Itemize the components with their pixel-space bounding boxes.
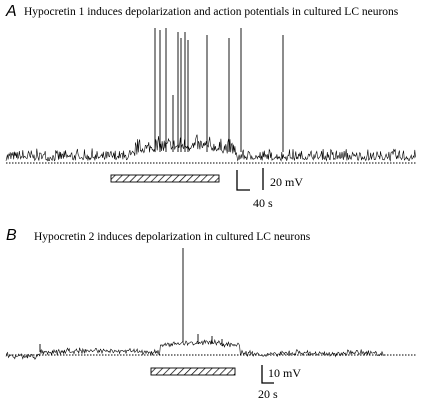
panel-title-a: Hypocretin 1 induces depolarization and … — [24, 6, 399, 18]
scale-time-label-a: 40 s — [253, 196, 273, 210]
membrane-potential-trace-b — [5, 338, 384, 360]
membrane-potential-trace-a — [5, 134, 416, 162]
scale-bar-a — [236, 170, 250, 191]
panel-label-b: B — [6, 227, 17, 244]
voltage-trace-a — [5, 28, 416, 191]
panel-title-b: Hypocretin 2 induces depolarization in c… — [34, 231, 311, 243]
scale-time-label-b: 20 s — [258, 387, 278, 401]
spike-events-b — [39, 248, 223, 352]
panel-label-a: A — [6, 3, 17, 20]
scale-voltage-label-a: 20 mV — [270, 175, 303, 189]
drug-application-bar-a — [110, 174, 220, 183]
scale-voltage-label-b: 10 mV — [268, 366, 301, 380]
action-potential-spikes-a — [154, 28, 284, 152]
scale-bar-b — [261, 365, 274, 384]
drug-application-bar-b — [150, 367, 236, 376]
